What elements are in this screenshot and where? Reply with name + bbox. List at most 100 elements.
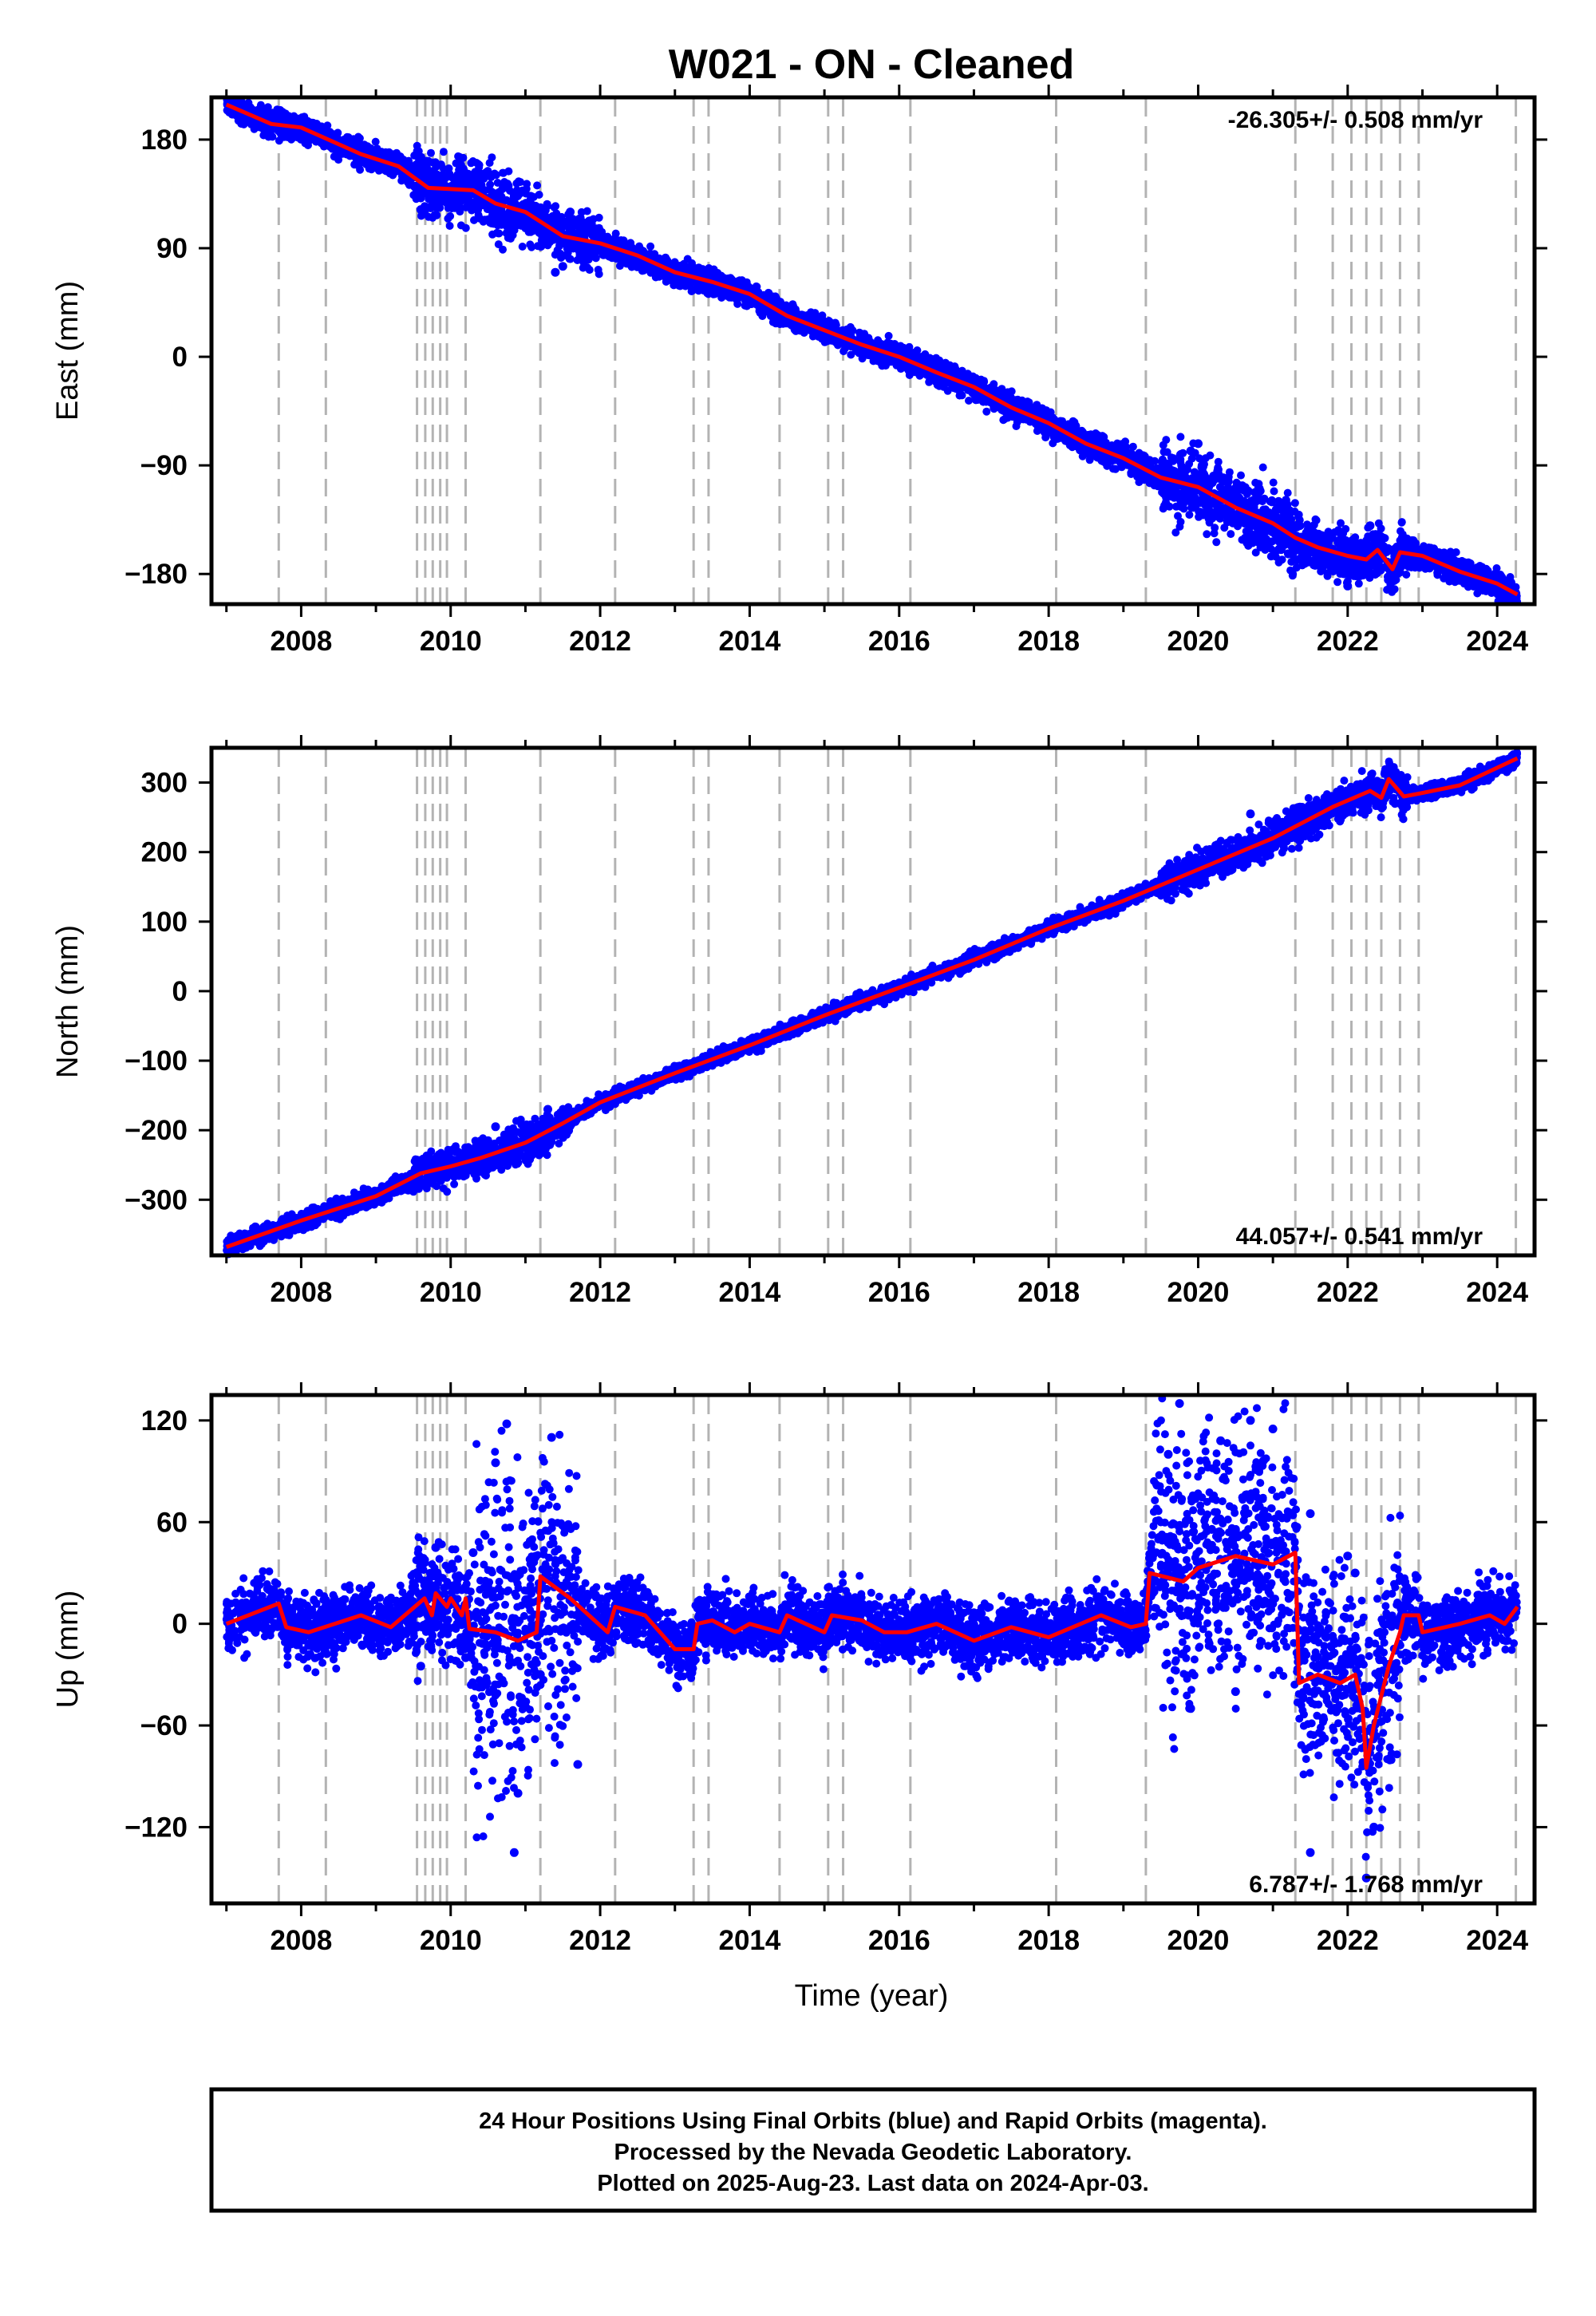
data-point bbox=[583, 207, 591, 215]
data-point bbox=[529, 227, 537, 235]
data-point bbox=[461, 203, 470, 211]
data-point bbox=[1275, 557, 1284, 566]
data-point bbox=[1205, 477, 1214, 486]
data-point bbox=[497, 216, 506, 225]
data-point bbox=[1029, 405, 1037, 413]
data-point bbox=[1266, 552, 1275, 561]
data-point bbox=[726, 274, 735, 283]
data-point bbox=[1258, 497, 1266, 506]
data-point bbox=[1169, 454, 1178, 463]
data-point bbox=[262, 124, 271, 132]
data-point bbox=[1274, 544, 1283, 553]
data-point bbox=[1084, 433, 1093, 441]
data-point bbox=[547, 213, 555, 222]
data-point bbox=[1238, 481, 1246, 490]
data-point bbox=[1282, 513, 1291, 522]
data-point bbox=[832, 321, 840, 330]
data-point bbox=[1170, 493, 1179, 502]
data-point bbox=[488, 153, 496, 162]
data-point bbox=[899, 348, 908, 357]
data-point bbox=[385, 148, 393, 156]
data-point bbox=[818, 311, 827, 320]
data-point bbox=[318, 122, 326, 131]
data-point bbox=[935, 356, 944, 365]
data-point bbox=[1374, 519, 1383, 528]
data-point bbox=[464, 176, 473, 184]
data-point bbox=[1224, 483, 1232, 492]
data-point bbox=[1202, 508, 1210, 516]
data-point bbox=[468, 157, 477, 165]
data-point bbox=[417, 155, 426, 164]
data-point bbox=[1109, 464, 1117, 473]
data-point bbox=[565, 219, 574, 228]
data-point bbox=[525, 218, 534, 227]
data-point bbox=[363, 142, 372, 151]
data-point bbox=[268, 132, 277, 141]
data-point bbox=[536, 203, 545, 211]
data-point bbox=[1176, 449, 1185, 458]
data-point bbox=[439, 148, 448, 156]
data-point bbox=[1214, 457, 1223, 466]
data-point bbox=[371, 137, 380, 146]
data-point bbox=[356, 165, 365, 174]
data-point bbox=[424, 156, 433, 165]
data-point bbox=[633, 263, 642, 271]
data-point bbox=[508, 225, 517, 234]
data-point bbox=[1270, 487, 1278, 496]
data-point bbox=[409, 191, 418, 200]
data-point bbox=[875, 353, 883, 362]
data-point bbox=[1218, 475, 1227, 484]
data-point bbox=[1171, 528, 1180, 537]
data-point bbox=[1091, 451, 1099, 460]
data-point bbox=[1227, 530, 1235, 539]
data-point bbox=[1212, 538, 1221, 547]
data-point bbox=[1078, 452, 1087, 460]
data-point bbox=[672, 278, 681, 287]
data-point bbox=[847, 350, 855, 359]
data-point bbox=[982, 407, 991, 416]
data-point bbox=[579, 259, 588, 267]
data-point bbox=[943, 386, 952, 395]
data-point bbox=[1396, 527, 1404, 536]
data-point bbox=[495, 229, 504, 238]
data-point bbox=[1345, 571, 1354, 579]
data-point bbox=[1107, 456, 1116, 465]
data-point bbox=[487, 187, 496, 196]
data-point bbox=[512, 218, 520, 227]
data-point bbox=[951, 364, 960, 373]
data-point bbox=[1215, 503, 1224, 512]
data-point bbox=[1169, 468, 1178, 477]
data-point bbox=[1258, 463, 1267, 472]
data-point bbox=[576, 222, 585, 231]
data-point bbox=[263, 103, 272, 112]
data-point-outlier bbox=[1186, 446, 1195, 456]
data-point bbox=[526, 240, 535, 249]
data-point bbox=[1282, 496, 1290, 504]
data-point bbox=[1269, 478, 1278, 487]
data-point bbox=[338, 149, 346, 158]
data-point bbox=[595, 270, 603, 279]
data-point bbox=[445, 222, 454, 230]
data-point bbox=[485, 172, 494, 180]
data-point bbox=[565, 255, 574, 263]
data-point bbox=[747, 300, 756, 309]
data-point bbox=[1159, 448, 1168, 456]
data-point bbox=[1283, 488, 1292, 497]
data-point bbox=[389, 171, 397, 180]
data-point bbox=[1162, 436, 1171, 445]
data-point bbox=[413, 141, 421, 150]
data-point bbox=[509, 191, 518, 200]
data-point bbox=[550, 203, 559, 211]
data-point bbox=[361, 160, 370, 168]
data-point bbox=[354, 132, 362, 141]
data-point bbox=[433, 177, 442, 186]
data-point bbox=[556, 250, 565, 258]
chart-title: W021 - ON - Cleaned bbox=[669, 41, 1075, 88]
data-point bbox=[717, 287, 725, 296]
data-point bbox=[1251, 478, 1260, 487]
data-point bbox=[1176, 503, 1185, 512]
data-point bbox=[514, 177, 523, 186]
data-point bbox=[427, 148, 435, 157]
data-point bbox=[1250, 519, 1258, 528]
data-point bbox=[1003, 413, 1012, 422]
